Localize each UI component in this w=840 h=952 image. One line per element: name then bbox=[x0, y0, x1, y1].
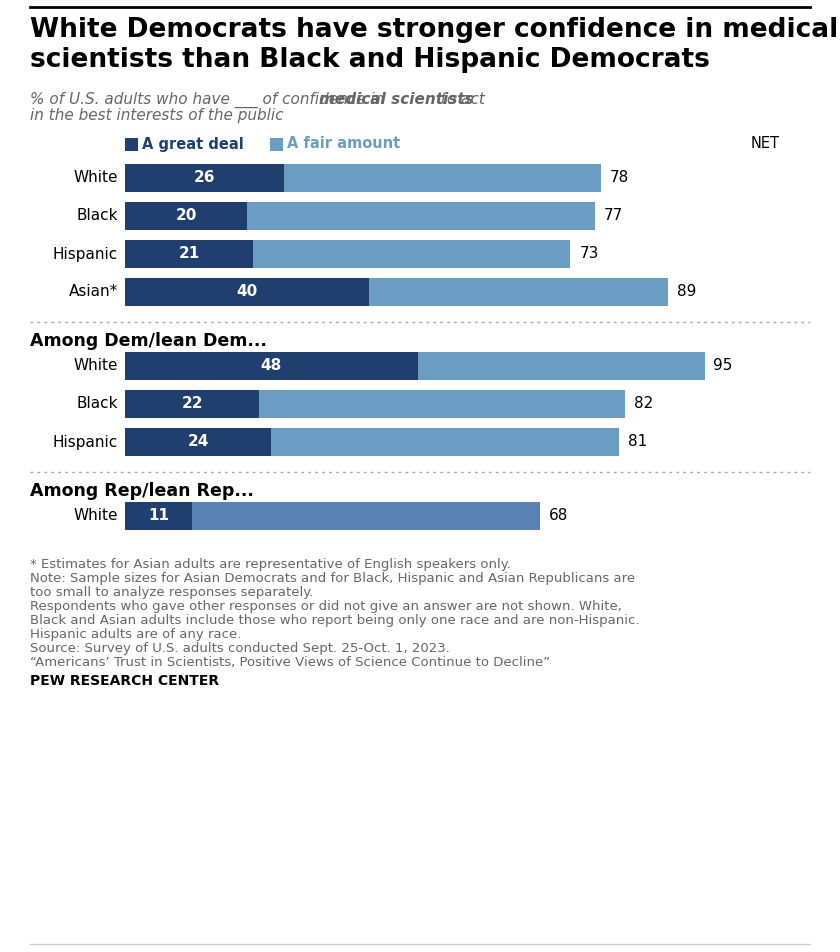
Text: Hispanic: Hispanic bbox=[53, 247, 118, 262]
Text: A great deal: A great deal bbox=[142, 136, 244, 151]
Text: A fair amount: A fair amount bbox=[287, 136, 400, 151]
Bar bbox=[192, 502, 540, 530]
Text: * Estimates for Asian adults are representative of English speakers only.: * Estimates for Asian adults are represe… bbox=[30, 558, 511, 571]
Bar bbox=[270, 138, 283, 151]
Text: medical scientists: medical scientists bbox=[319, 92, 474, 107]
Text: 77: 77 bbox=[604, 208, 623, 224]
Text: NET: NET bbox=[751, 136, 780, 151]
Text: Note: Sample sizes for Asian Democrats and for Black, Hispanic and Asian Republi: Note: Sample sizes for Asian Democrats a… bbox=[30, 572, 635, 585]
Bar bbox=[125, 502, 192, 530]
Bar bbox=[125, 428, 271, 456]
Text: 48: 48 bbox=[260, 359, 282, 373]
Text: to act: to act bbox=[436, 92, 485, 107]
Bar bbox=[125, 240, 253, 268]
Bar bbox=[284, 164, 601, 192]
Text: 20: 20 bbox=[176, 208, 197, 224]
Text: 81: 81 bbox=[628, 434, 648, 449]
Bar bbox=[247, 202, 595, 230]
Text: Among Dem/lean Dem...: Among Dem/lean Dem... bbox=[30, 332, 267, 350]
Text: Hispanic adults are of any race.: Hispanic adults are of any race. bbox=[30, 628, 241, 641]
Bar bbox=[125, 164, 284, 192]
Text: White: White bbox=[74, 359, 118, 373]
Text: 95: 95 bbox=[713, 359, 732, 373]
Bar bbox=[125, 390, 260, 418]
Text: PEW RESEARCH CENTER: PEW RESEARCH CENTER bbox=[30, 674, 219, 688]
Text: 89: 89 bbox=[677, 285, 696, 300]
Text: Source: Survey of U.S. adults conducted Sept. 25-Oct. 1, 2023.: Source: Survey of U.S. adults conducted … bbox=[30, 642, 450, 655]
Text: 26: 26 bbox=[193, 170, 215, 186]
Bar bbox=[125, 202, 247, 230]
Bar bbox=[271, 428, 619, 456]
Bar bbox=[253, 240, 570, 268]
Text: 73: 73 bbox=[580, 247, 599, 262]
Bar bbox=[125, 278, 369, 306]
Text: 40: 40 bbox=[236, 285, 258, 300]
Text: 68: 68 bbox=[549, 508, 568, 524]
Bar bbox=[260, 390, 625, 418]
Text: in the best interests of the public: in the best interests of the public bbox=[30, 108, 284, 123]
Text: 11: 11 bbox=[148, 508, 169, 524]
Text: White: White bbox=[74, 508, 118, 524]
Bar bbox=[417, 352, 705, 380]
Text: 21: 21 bbox=[178, 247, 200, 262]
Text: 22: 22 bbox=[181, 396, 202, 411]
Text: % of U.S. adults who have ___ of confidence in: % of U.S. adults who have ___ of confide… bbox=[30, 92, 389, 109]
Text: Asian*: Asian* bbox=[69, 285, 118, 300]
Text: White: White bbox=[74, 170, 118, 186]
Text: White Democrats have stronger confidence in medical
scientists than Black and Hi: White Democrats have stronger confidence… bbox=[30, 17, 838, 73]
Bar bbox=[125, 138, 138, 151]
Text: Hispanic: Hispanic bbox=[53, 434, 118, 449]
Text: “Americans’ Trust in Scientists, Positive Views of Science Continue to Decline”: “Americans’ Trust in Scientists, Positiv… bbox=[30, 656, 550, 669]
Text: 78: 78 bbox=[610, 170, 629, 186]
Text: 24: 24 bbox=[187, 434, 209, 449]
Text: Black: Black bbox=[76, 396, 118, 411]
Text: too small to analyze responses separately.: too small to analyze responses separatel… bbox=[30, 586, 313, 599]
Text: 82: 82 bbox=[634, 396, 654, 411]
Text: Black and Asian adults include those who report being only one race and are non-: Black and Asian adults include those who… bbox=[30, 614, 639, 627]
Text: Among Rep/lean Rep...: Among Rep/lean Rep... bbox=[30, 482, 254, 500]
Bar bbox=[125, 352, 417, 380]
Text: Black: Black bbox=[76, 208, 118, 224]
Text: Respondents who gave other responses or did not give an answer are not shown. Wh: Respondents who gave other responses or … bbox=[30, 600, 622, 613]
Bar bbox=[369, 278, 668, 306]
